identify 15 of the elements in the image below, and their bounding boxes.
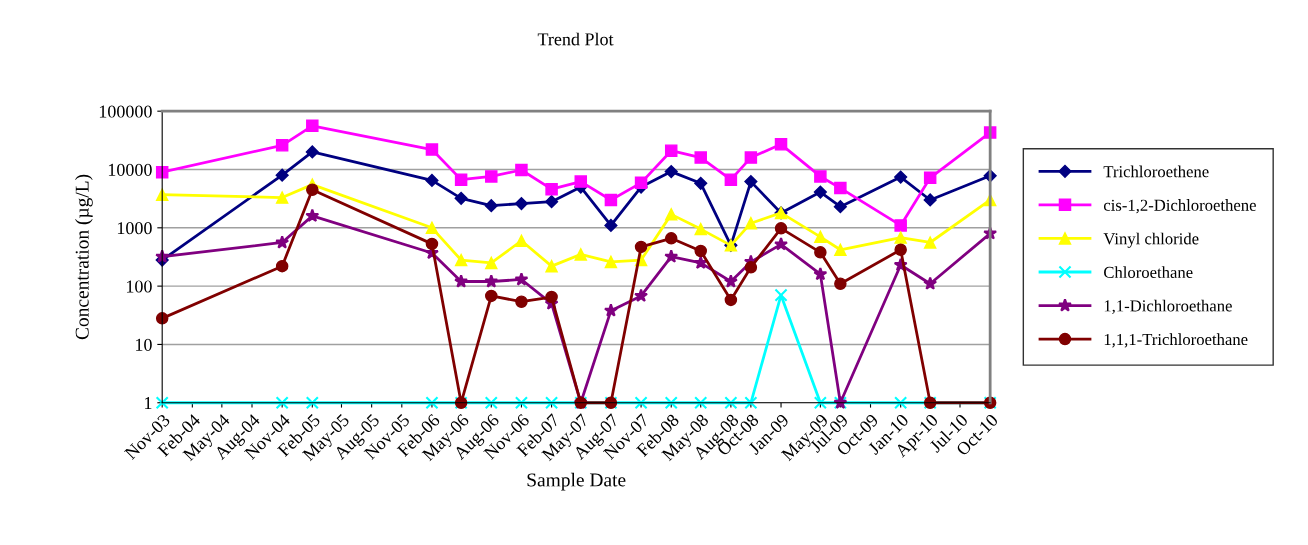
legend-label: 1,1-Dichloroethane [1104, 299, 1232, 314]
legend-label: 1,1,1-Trichloroethane [1104, 333, 1248, 348]
y-tick-label: 1000 [117, 222, 152, 235]
legend-label: Chloroethane [1104, 266, 1193, 278]
y-axis-title: Concentration (µg/L) [75, 174, 93, 340]
chart-title: Trend Plot [537, 32, 614, 46]
y-tick-label: 100 [126, 280, 152, 293]
y-tick-label: 1 [145, 397, 152, 410]
y-tick-label: 10000 [108, 163, 152, 176]
legend-label: Trichloroethene [1103, 165, 1209, 178]
x-axis-title: Sample Date [527, 472, 626, 491]
legend-label: Vinyl chloride [1103, 232, 1199, 248]
y-tick-label: 10 [136, 338, 152, 351]
y-tick-label: 100000 [99, 105, 152, 118]
legend-label: cis-1,2-Dichloroethene [1103, 199, 1256, 214]
